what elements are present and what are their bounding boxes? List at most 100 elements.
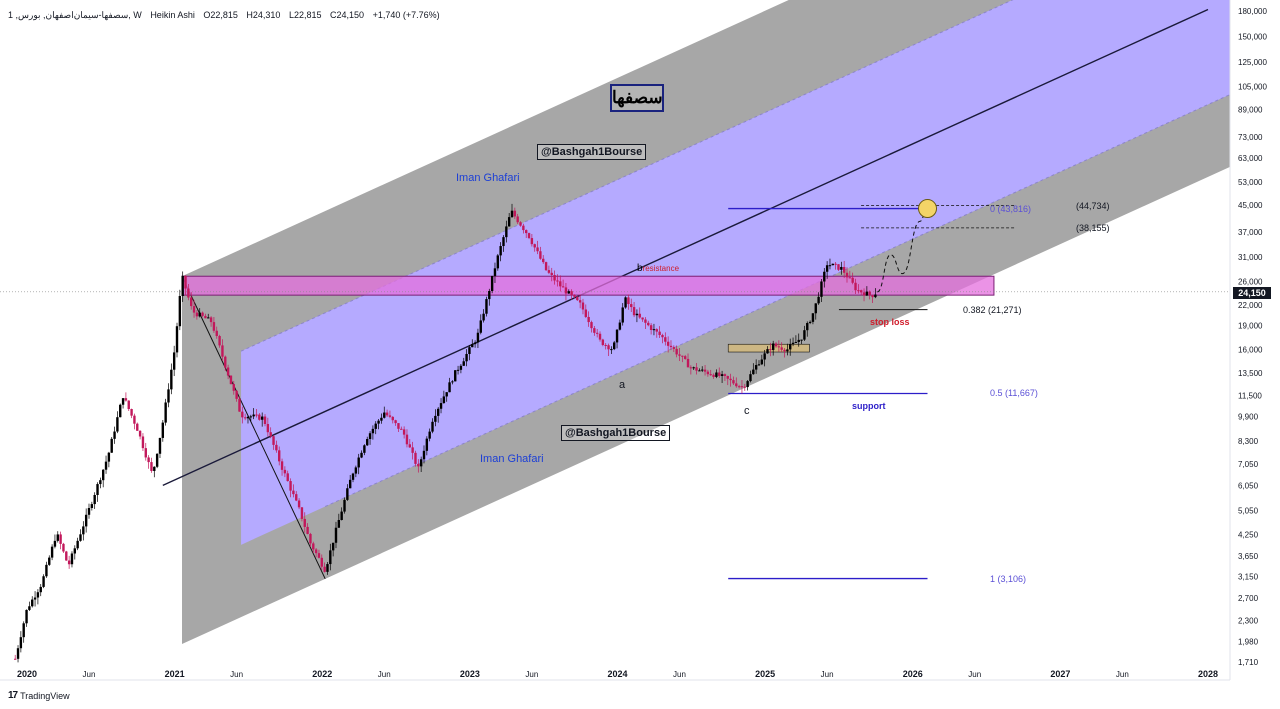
candle <box>150 457 153 473</box>
candle-body <box>862 292 866 296</box>
candle <box>482 309 485 323</box>
candle-body <box>842 266 846 273</box>
candle-body <box>221 345 224 357</box>
y-tick-label: 19,000 <box>1238 321 1263 330</box>
candle-body <box>314 549 318 554</box>
candle-body <box>473 342 477 345</box>
candle-body <box>158 437 162 454</box>
candle-body <box>354 467 358 474</box>
candle-body <box>300 507 304 519</box>
candle <box>283 466 287 478</box>
y-tick-label: 2,700 <box>1238 594 1259 603</box>
channel-mid-line <box>162 8 1209 486</box>
candle <box>845 267 849 283</box>
candle-body <box>791 342 795 345</box>
candle-body <box>874 294 877 298</box>
candle-body <box>243 417 247 419</box>
candle-body <box>130 409 133 416</box>
candle <box>445 392 448 402</box>
candle-body <box>101 469 105 481</box>
candle <box>763 349 766 367</box>
candle <box>260 412 264 427</box>
candle-body <box>664 337 667 342</box>
candle <box>314 547 318 558</box>
candle-body <box>272 436 275 445</box>
candle-body <box>331 542 335 551</box>
candle-body <box>153 466 156 471</box>
y-tick-label: 22,000 <box>1238 301 1263 310</box>
candle <box>831 263 835 266</box>
tradingview-brand[interactable]: 17 TradingView <box>8 690 70 701</box>
candle <box>539 246 542 260</box>
x-tick-label: Jun <box>968 670 981 679</box>
candle-body <box>161 422 165 438</box>
candle <box>544 261 548 271</box>
candle-body <box>720 374 724 376</box>
watermark-top: @Bashgah1Bourse <box>537 144 647 160</box>
candle <box>769 342 772 357</box>
candle-body <box>84 514 88 527</box>
candle <box>610 346 613 354</box>
author-label-bottom: Iman Ghafari <box>480 453 544 465</box>
candle <box>167 383 170 408</box>
candle-body <box>366 439 369 446</box>
candle-body <box>388 415 392 417</box>
candle <box>871 294 874 303</box>
y-tick-label: 31,000 <box>1238 253 1263 262</box>
candle <box>374 421 377 435</box>
candle-body <box>436 408 440 416</box>
candle-body <box>90 504 94 509</box>
target-1-label: (44,734) <box>1076 201 1110 211</box>
candle <box>632 302 636 318</box>
candle <box>757 360 761 366</box>
candle <box>564 283 568 301</box>
candle-body <box>564 287 568 294</box>
candle <box>42 574 45 589</box>
candle-body <box>266 423 270 433</box>
candle <box>87 503 91 519</box>
candle <box>243 413 247 421</box>
candle-body <box>283 469 287 474</box>
candle <box>340 507 343 521</box>
candle <box>144 442 147 461</box>
candle-body <box>260 416 264 420</box>
candle <box>31 596 34 608</box>
symbol-name[interactable]: 1 ,سصفها-سیمان‌اصفهان, بورس, W <box>8 10 142 20</box>
candle-body <box>368 433 372 440</box>
candle <box>473 340 477 348</box>
candle <box>499 242 502 262</box>
close-value: C24,150 <box>330 10 365 20</box>
candle <box>689 365 693 375</box>
candle-body <box>499 246 502 256</box>
candle-body <box>172 352 176 370</box>
candle-body <box>593 328 596 333</box>
candle-body <box>326 564 329 572</box>
candle-body <box>823 271 826 282</box>
candle <box>226 364 230 380</box>
candle-body <box>306 526 309 534</box>
candle <box>178 289 182 331</box>
candle-body <box>618 322 622 330</box>
candle-body <box>476 332 480 343</box>
candle <box>496 253 500 271</box>
candle-body <box>760 359 764 365</box>
candle <box>658 326 661 338</box>
candle-body <box>828 265 832 267</box>
candle-body <box>814 303 817 314</box>
candle <box>723 373 727 382</box>
fib-1-label: 1 (3,106) <box>990 574 1027 584</box>
y-tick-label: 6,050 <box>1238 481 1259 490</box>
candle-body <box>502 237 505 247</box>
candle <box>155 453 159 469</box>
candle <box>391 416 394 424</box>
candle <box>862 288 866 302</box>
y-tick-label: 16,000 <box>1238 345 1263 354</box>
candle-body <box>698 370 701 372</box>
candle-body <box>201 312 204 316</box>
candle <box>868 290 871 300</box>
candle-body <box>241 411 244 418</box>
candle <box>25 609 28 627</box>
candle <box>357 453 360 475</box>
candle <box>530 233 534 247</box>
